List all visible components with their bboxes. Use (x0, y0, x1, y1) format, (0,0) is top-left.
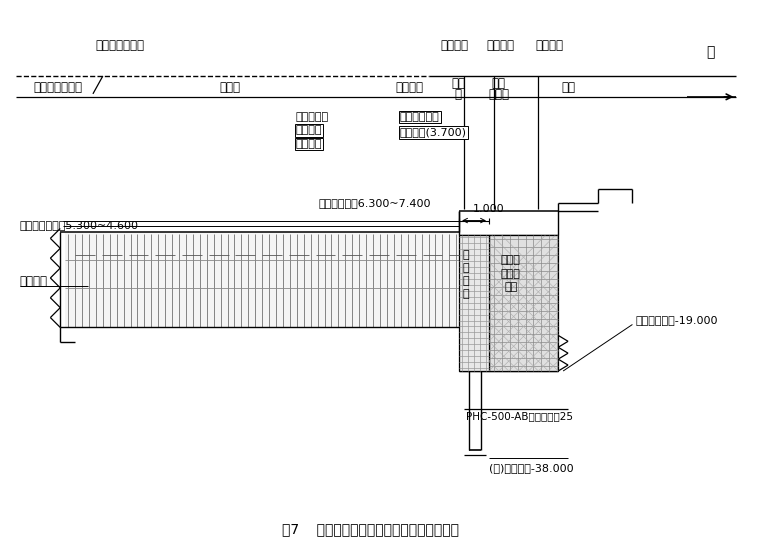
Text: 桥台边线: 桥台边线 (440, 39, 468, 52)
Text: 基: 基 (463, 289, 470, 299)
Text: 图7    桥台与路基过渡区域软基二次处理示意: 图7 桥台与路基过渡区域软基二次处理示意 (282, 522, 458, 536)
Text: 桥台边线: 桥台边线 (486, 39, 515, 52)
Text: 碍压填土: 碍压填土 (296, 139, 322, 150)
Bar (459, 235, 489, 371)
Text: 设计路面: 设计路面 (396, 81, 423, 95)
Text: 桥台: 桥台 (451, 78, 465, 90)
Text: 加固区: 加固区 (488, 89, 509, 101)
Bar (65, 233, 459, 327)
Text: 道面结构层: 道面结构层 (296, 112, 329, 122)
Text: 过渡处理段边线: 过渡处理段边线 (96, 39, 145, 52)
Text: 台: 台 (463, 263, 470, 273)
Text: 桥台: 桥台 (492, 78, 506, 90)
Text: 桥: 桥 (463, 250, 470, 260)
Text: 碍压填土面标高5.300~4.600: 碍压填土面标高5.300~4.600 (20, 221, 138, 230)
Text: 搞拌桔底标高-19.000: 搞拌桔底标高-19.000 (635, 315, 718, 324)
Text: 水泥搞: 水泥搞 (501, 255, 521, 265)
Text: PHC-500-AB型管桔壁厕25: PHC-500-AB型管桔壁厕25 (466, 411, 573, 421)
Text: 北: 北 (707, 45, 715, 59)
Text: 过渡段: 过渡段 (219, 81, 240, 95)
Text: 桶: 桶 (463, 276, 470, 286)
Text: 路面设计标高6.300~7.400: 路面设计标高6.300~7.400 (318, 198, 431, 208)
Text: 1.000: 1.000 (473, 204, 505, 214)
Text: 加固边线: 加固边线 (535, 39, 563, 52)
Text: 碍压填土: 碍压填土 (296, 125, 322, 135)
Text: 塑料插板: 塑料插板 (20, 276, 48, 288)
Text: 排水固结处理区: 排水固结处理区 (33, 81, 83, 95)
Text: 碍压填土顶面: 碍压填土顶面 (400, 112, 439, 122)
Text: 拌桔格: 拌桔格 (501, 269, 521, 279)
Bar (489, 235, 558, 371)
Text: 构墙: 构墙 (504, 282, 518, 292)
Text: 桔帽顶面(3.700): 桔帽顶面(3.700) (400, 128, 467, 138)
Text: (长)桔底标高-38.000: (长)桔底标高-38.000 (489, 463, 574, 473)
Text: 河道: 河道 (561, 81, 575, 95)
Text: 区: 区 (454, 89, 462, 101)
